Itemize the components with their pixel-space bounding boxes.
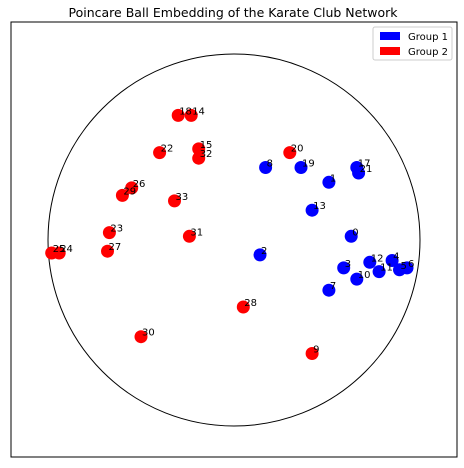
node-label-12: 12 <box>371 253 384 264</box>
node-point-22 <box>153 146 167 160</box>
chart-title: Poincare Ball Embedding of the Karate Cl… <box>69 5 399 20</box>
node-label-4: 4 <box>393 252 399 263</box>
node-point-32 <box>192 151 206 165</box>
node-label-3: 3 <box>345 259 351 270</box>
node-label-26: 26 <box>133 179 146 190</box>
node-point-14 <box>184 108 198 122</box>
node-point-1 <box>322 175 336 189</box>
plot-frame <box>10 21 458 458</box>
node-label-8: 8 <box>267 159 273 170</box>
node-label-20: 20 <box>291 144 304 155</box>
node-label-24: 24 <box>60 244 73 255</box>
node-point-26 <box>125 181 139 195</box>
node-point-29 <box>115 188 129 202</box>
legend-label-group-2: Group 2 <box>408 47 448 58</box>
node-label-5: 5 <box>401 261 407 272</box>
node-label-9: 9 <box>313 345 319 356</box>
node-point-25 <box>45 246 59 260</box>
node-point-18 <box>171 108 185 122</box>
node-point-21 <box>352 166 366 180</box>
unit-circle <box>47 53 421 427</box>
node-label-23: 23 <box>110 224 123 235</box>
node-point-33 <box>168 194 181 208</box>
node-label-27: 27 <box>109 242 122 253</box>
legend: Group 1 Group 2 <box>372 26 453 61</box>
node-label-19: 19 <box>302 159 315 170</box>
node-label-29: 29 <box>123 186 136 197</box>
node-point-4 <box>385 254 399 267</box>
node-point-11 <box>372 265 386 279</box>
node-point-23 <box>102 226 116 240</box>
node-label-0: 0 <box>352 227 358 238</box>
node-label-31: 31 <box>190 227 203 238</box>
legend-swatch-group-2 <box>380 47 400 55</box>
node-label-28: 28 <box>244 298 257 309</box>
node-point-6 <box>400 261 414 275</box>
node-label-6: 6 <box>408 259 414 270</box>
node-label-32: 32 <box>200 149 213 160</box>
node-label-7: 7 <box>330 281 336 292</box>
node-label-21: 21 <box>360 164 373 175</box>
node-label-15: 15 <box>200 140 213 151</box>
node-label-33: 33 <box>176 192 189 203</box>
node-point-30 <box>134 330 148 344</box>
node-label-18: 18 <box>179 106 192 117</box>
node-point-31 <box>182 229 196 243</box>
node-point-0 <box>344 229 358 243</box>
node-point-2 <box>253 248 267 262</box>
node-point-28 <box>236 300 250 314</box>
node-label-25: 25 <box>53 244 66 255</box>
node-point-3 <box>337 261 351 275</box>
node-point-12 <box>363 255 377 269</box>
node-label-11: 11 <box>380 263 393 274</box>
points-layer <box>45 108 414 360</box>
node-label-14: 14 <box>192 106 205 117</box>
node-point-7 <box>322 283 336 297</box>
node-point-15 <box>192 142 206 156</box>
node-label-2: 2 <box>261 246 267 257</box>
node-label-10: 10 <box>358 270 371 281</box>
node-point-13 <box>305 203 319 217</box>
node-point-9 <box>305 347 319 360</box>
node-label-1: 1 <box>330 173 336 184</box>
legend-label-group-1: Group 1 <box>408 32 448 43</box>
node-point-10 <box>350 272 364 286</box>
legend-swatch-group-1 <box>380 32 400 40</box>
node-label-13: 13 <box>313 201 326 212</box>
node-label-30: 30 <box>142 328 155 339</box>
node-point-19 <box>294 161 308 174</box>
node-label-22: 22 <box>161 144 174 155</box>
node-point-8 <box>259 161 273 174</box>
node-point-20 <box>283 146 297 160</box>
node-point-27 <box>101 244 114 258</box>
node-label-17: 17 <box>358 159 371 170</box>
